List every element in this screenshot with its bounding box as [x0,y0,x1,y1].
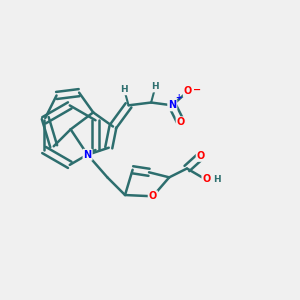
Text: N: N [83,150,92,160]
Text: O: O [149,191,157,201]
Text: H: H [121,85,128,94]
Text: H: H [152,82,159,91]
Text: O: O [197,151,205,161]
Text: N: N [168,100,176,110]
Text: O: O [177,117,185,127]
Text: O: O [184,86,192,96]
Text: H: H [213,175,221,184]
Text: +: + [176,92,182,101]
Text: O: O [202,174,211,184]
Text: −: − [193,85,201,95]
